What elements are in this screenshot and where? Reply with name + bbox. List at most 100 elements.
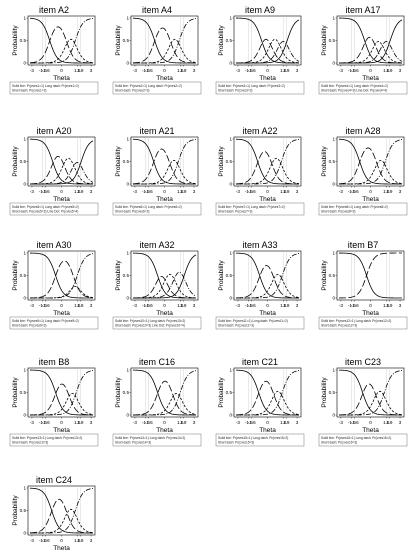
legend-line: Short dash: Pr(cves3=3) [218,89,252,93]
y-tick-label: 0 [126,413,129,418]
legend-box [112,202,202,216]
x-tick-label: 0 [266,68,269,73]
curve-category-1 [29,369,94,416]
legend-box [9,202,99,216]
y-tick-label: 0.5 [226,390,233,395]
x-tick-label: -1.6 [145,303,153,308]
curve-category-2 [235,151,300,185]
y-tick-label: 0.5 [20,159,27,164]
legend-line: Solid line: Pr(cves10=1) Long dash: Pr(c… [115,319,185,323]
x-tick-label: -3 [339,189,344,194]
x-tick-label: 3 [296,68,299,73]
panel-title: item B8 [39,357,70,367]
legend-line: Solid line: Pr(cves12=1) Long dash: Pr(c… [321,319,391,323]
x-tick-label: 1.9 [77,189,84,194]
x-axis-label: Theta [53,75,70,82]
curve-category-1 [29,17,94,64]
x-tick-label: -1.6 [145,68,153,73]
y-tick-label: 0.5 [123,159,130,164]
x-tick-label: -1.9 [39,303,47,308]
x-tick-label: 1.6 [177,189,184,194]
legend-line: Short dash: Pr(cves2=3) [115,89,149,93]
legend-line: Short dash: Pr(cves7=3) [218,210,252,214]
curve-category-5 [338,19,403,64]
x-tick-label: 0 [266,303,269,308]
x-axis-label: Theta [362,310,379,317]
legend-line: Solid line: Pr(cves13=1) Long dash: Pr(c… [12,436,82,440]
y-tick-label: 0 [332,296,335,301]
plot-frame [27,15,96,66]
y-tick-label: 0.5 [20,38,27,43]
x-tick-label: 3 [90,189,93,194]
curve-category-5 [235,19,300,64]
x-tick-label: -1.6 [248,68,256,73]
panel-title: item A22 [242,126,277,136]
x-tick-label: 3 [90,420,93,425]
x-tick-label: 1.6 [177,420,184,425]
y-tick-label: 0.5 [20,273,27,278]
curve-category-3 [235,390,300,416]
x-axis-label: Theta [53,427,70,434]
panel-title: item C23 [345,357,381,367]
x-tick-label: -1.9 [39,420,47,425]
x-axis-label: Theta [259,196,276,203]
plot-frame [336,367,405,418]
legend-box [215,433,305,447]
curve-category-3 [338,41,403,64]
y-tick-label: 0 [126,182,129,187]
y-axis-label: Probability [321,25,328,56]
curve-category-1 [235,369,300,416]
legend-line: Solid line: Pr(cves6=1) Long dash: Pr(cv… [115,205,182,209]
panel-title: item A4 [142,5,172,15]
x-tick-label: 1.9 [283,420,290,425]
panel-title: item A33 [242,240,277,250]
legend-line: Short dash: Pr(cves11=3) [218,324,254,328]
panel-16: item C24 -3 -1.9-1.6 0 1.61.9 3 0 0.5 1 Theta Prob… [12,475,96,550]
legend-line: Solid line: Pr(cves1=1) Long dash: Pr(cv… [12,84,79,88]
legend-line: Short dash: Pr(cves13=3) [12,441,48,445]
x-tick-label: 0 [60,420,63,425]
legend-line: Short dash: Pr(cves1=3) [12,89,46,93]
legend-line: Solid line: Pr(cves15=1) Long dash: Pr(c… [218,436,288,440]
x-tick-label: 3 [193,189,196,194]
x-tick-label: -3 [339,303,344,308]
legend-line: Short dash: Pr(cves8=3) [321,210,355,214]
legend-line: Short dash: Pr(cves15=3) [218,441,254,445]
x-tick-label: -3 [236,303,241,308]
legend-line: Solid line: Pr(cves14=1) Long dash: Pr(c… [115,436,185,440]
x-tick-label: -1.6 [248,303,256,308]
plot-frame [130,136,199,187]
curve-category-2 [29,26,94,64]
y-tick-label: 1 [332,137,335,142]
panel-title: item C16 [139,357,175,367]
curve-category-3 [235,38,300,64]
curve-category-3 [132,393,197,416]
x-tick-label: 0 [369,189,372,194]
x-tick-label: -1.9 [39,538,47,543]
panel-4: item A20 -3 -1.9-1.6 0 1.61.9 3 0 0.5 1 Theta Prob… [9,126,99,216]
legend-line: Short dash: Pr(cves12=3) [321,324,357,328]
curve-category-4 [132,370,197,416]
curve-category-2 [132,148,197,185]
curve-category-2 [235,265,300,299]
x-tick-label: 1.6 [280,68,287,73]
plot-frame [27,485,96,536]
x-tick-label: -1.9 [245,68,253,73]
panel-5: item A21 -3 -1.9-1.6 0 1.61.9 3 0 0.5 1 Theta Prob… [112,126,202,216]
x-tick-label: 3 [193,303,196,308]
y-axis-label: Probability [12,260,19,291]
curve-category-1 [29,487,94,534]
curve-category-1 [338,17,403,64]
x-tick-label: 0 [163,303,166,308]
curve-category-2 [29,155,94,185]
y-tick-label: 0.5 [20,390,27,395]
x-tick-label: -1.6 [351,68,359,73]
x-tick-label: -1.6 [351,303,359,308]
y-tick-label: 0 [126,61,129,66]
y-axis-label: Probability [12,146,19,177]
panel-title: item A20 [36,126,71,136]
panel-title: item A9 [245,5,275,15]
panel-title: item A28 [345,126,380,136]
panel-8: item A30 -3 -1.9-1.6 0 1.61.9 3 0 0.5 1 Theta Prob… [9,240,99,330]
